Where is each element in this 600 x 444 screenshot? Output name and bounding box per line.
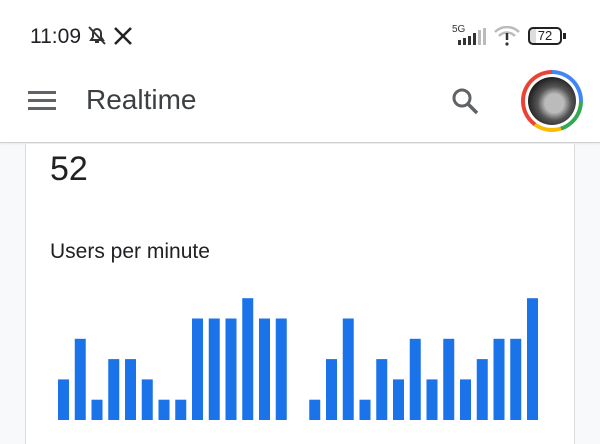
bar[interactable] [58, 379, 69, 420]
bar[interactable] [309, 399, 321, 420]
bar[interactable] [443, 338, 455, 420]
chart-label: Users per minute [50, 240, 210, 263]
bar[interactable] [342, 318, 354, 421]
bar[interactable] [108, 359, 120, 420]
x-logo-icon [114, 27, 132, 45]
realtime-card: 52 Users per minute [25, 144, 575, 444]
bar[interactable] [175, 399, 187, 420]
status-bar: 11:09 5G 72 [0, 0, 600, 70]
bar[interactable] [409, 338, 421, 420]
clock: 11:09 [30, 25, 81, 48]
bar[interactable] [376, 359, 388, 420]
battery-icon: 72 [528, 27, 562, 45]
search-icon[interactable] [450, 86, 480, 116]
bar[interactable] [141, 379, 153, 420]
app-bar: Realtime [0, 70, 600, 143]
bar[interactable] [426, 379, 438, 420]
bar[interactable] [208, 318, 220, 421]
bar[interactable] [259, 318, 270, 421]
bar[interactable] [192, 318, 203, 421]
page-title: Realtime [86, 84, 197, 115]
users-per-minute-chart [58, 298, 538, 421]
bar[interactable] [158, 399, 170, 420]
network-type: 5G [452, 24, 466, 35]
battery-level: 72 [537, 28, 553, 43]
bar[interactable] [460, 379, 471, 420]
wifi-alert-icon [494, 26, 520, 46]
bar[interactable] [527, 298, 538, 420]
bell-off-icon [88, 26, 106, 45]
bar[interactable] [91, 399, 103, 420]
bar[interactable] [510, 338, 522, 420]
signal-icon [458, 28, 486, 45]
user-count: 52 [50, 150, 88, 188]
bar[interactable] [493, 338, 505, 420]
bar[interactable] [125, 359, 136, 420]
bar[interactable] [242, 298, 254, 420]
bar[interactable] [275, 318, 287, 421]
bar[interactable] [359, 399, 371, 420]
avatar[interactable] [521, 70, 583, 132]
menu-icon[interactable] [28, 89, 58, 111]
bar[interactable] [326, 359, 337, 420]
bar[interactable] [476, 359, 488, 420]
bar[interactable] [225, 318, 237, 421]
bar[interactable] [393, 379, 404, 420]
bar[interactable] [74, 338, 86, 420]
